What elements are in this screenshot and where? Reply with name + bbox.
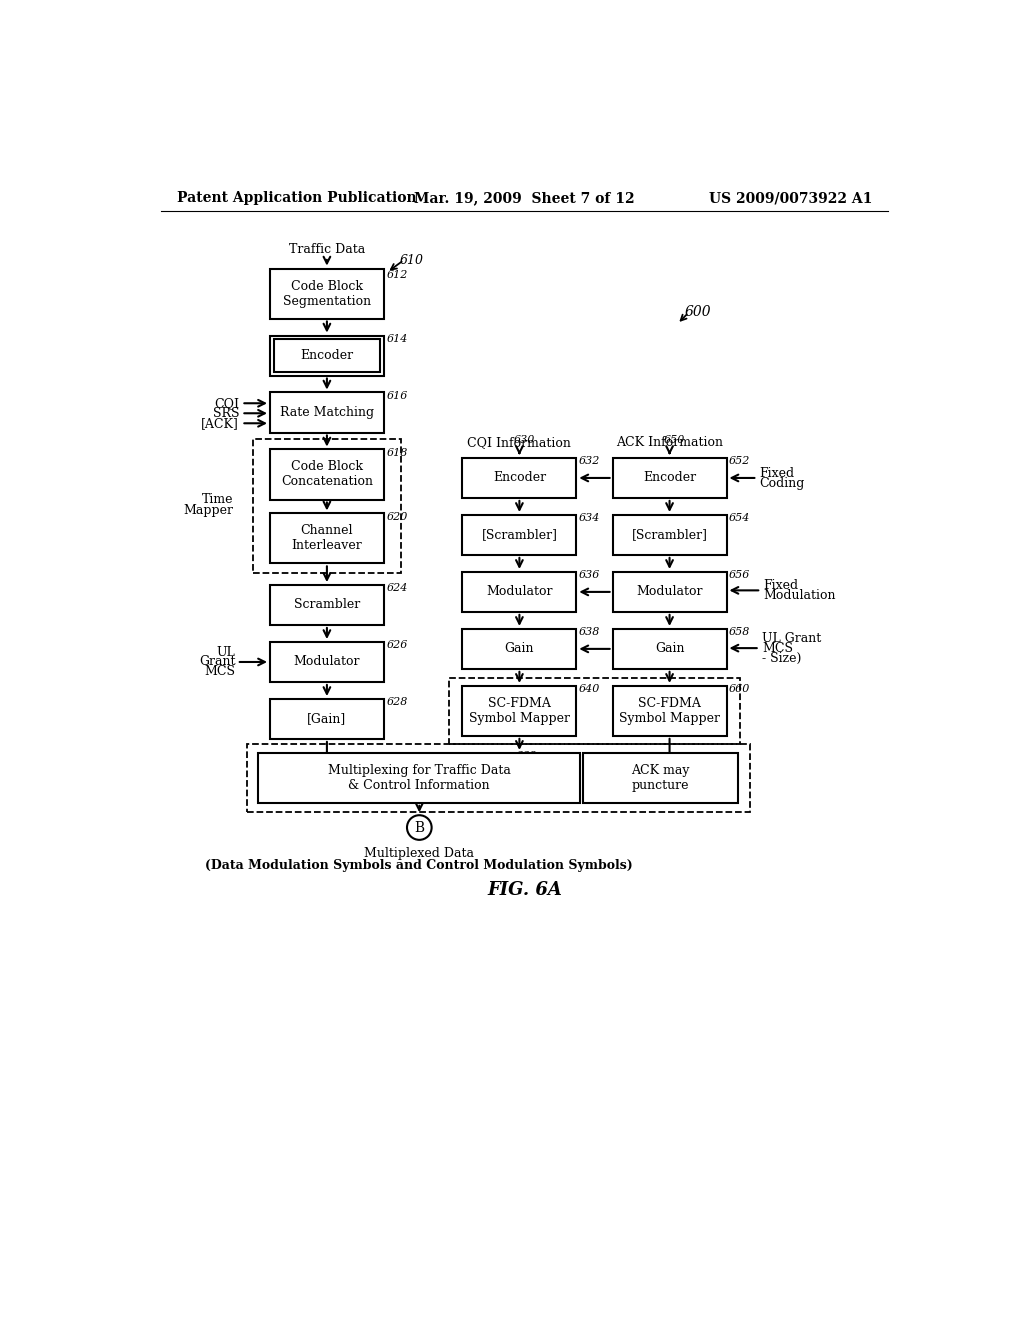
Text: Multiplexing for Traffic Data
& Control Information: Multiplexing for Traffic Data & Control …: [328, 764, 511, 792]
Text: 656: 656: [729, 570, 751, 581]
Bar: [270, 513, 384, 564]
Text: Modulation: Modulation: [764, 589, 836, 602]
Text: Traffic Data: Traffic Data: [289, 243, 365, 256]
Bar: [463, 458, 577, 498]
Text: (Data Modulation Symbols and Control Modulation Symbols): (Data Modulation Symbols and Control Mod…: [206, 859, 633, 871]
Text: 628: 628: [386, 697, 408, 708]
Text: [Scrambler]: [Scrambler]: [632, 528, 708, 541]
Text: MCS: MCS: [762, 642, 793, 655]
Text: 630: 630: [513, 434, 535, 445]
Text: ACK Information: ACK Information: [616, 436, 723, 449]
Text: SC-FDMA
Symbol Mapper: SC-FDMA Symbol Mapper: [469, 697, 570, 725]
Text: Gain: Gain: [505, 643, 535, 656]
Text: 626: 626: [386, 640, 408, 651]
Text: Grant: Grant: [199, 656, 236, 668]
Text: [Gain]: [Gain]: [307, 713, 346, 726]
Text: Channel
Interleaver: Channel Interleaver: [292, 524, 362, 552]
Text: 620: 620: [386, 512, 408, 521]
Text: Modulator: Modulator: [636, 585, 702, 598]
Text: [ACK]: [ACK]: [202, 417, 240, 430]
Text: Modulator: Modulator: [486, 585, 553, 598]
Text: ACK may
puncture: ACK may puncture: [631, 764, 689, 792]
Text: 652: 652: [729, 457, 751, 466]
Text: Coding: Coding: [760, 477, 805, 490]
Text: 600: 600: [685, 305, 712, 319]
Bar: [270, 700, 384, 739]
Text: Rate Matching: Rate Matching: [280, 407, 374, 418]
Text: Multiplexed Data: Multiplexed Data: [365, 847, 474, 861]
Text: 632: 632: [579, 457, 600, 466]
Text: 634: 634: [579, 513, 600, 523]
Text: [Scrambler]: [Scrambler]: [481, 528, 557, 541]
Bar: [247, 743, 750, 812]
Text: SC-FDMA
Symbol Mapper: SC-FDMA Symbol Mapper: [620, 697, 720, 725]
Bar: [463, 686, 577, 737]
Text: B: B: [415, 821, 424, 834]
Bar: [270, 585, 384, 626]
Text: FIG. 6A: FIG. 6A: [487, 880, 562, 899]
Text: 614: 614: [386, 334, 408, 345]
Bar: [270, 642, 384, 682]
Text: Encoder: Encoder: [493, 471, 546, 484]
Text: Encoder: Encoder: [300, 348, 353, 362]
Text: Fixed: Fixed: [760, 467, 795, 480]
Bar: [449, 678, 740, 743]
Text: Scrambler: Scrambler: [294, 598, 360, 611]
Text: Mar. 19, 2009  Sheet 7 of 12: Mar. 19, 2009 Sheet 7 of 12: [415, 191, 635, 206]
Text: Modulator: Modulator: [294, 656, 360, 668]
Text: CQI: CQI: [214, 397, 240, 409]
Bar: [612, 458, 727, 498]
Bar: [612, 686, 727, 737]
Bar: [612, 628, 727, 669]
Text: 668: 668: [515, 751, 537, 762]
Text: 638: 638: [579, 627, 600, 638]
Bar: [612, 515, 727, 554]
Bar: [253, 438, 400, 573]
Bar: [583, 752, 738, 803]
Text: MCS: MCS: [204, 665, 236, 677]
Bar: [463, 628, 577, 669]
Text: Gain: Gain: [654, 643, 684, 656]
Text: - Size): - Size): [762, 652, 802, 665]
Text: 660: 660: [729, 684, 751, 694]
Text: UL: UL: [216, 647, 236, 659]
Text: 658: 658: [729, 627, 751, 638]
Text: Patent Application Publication: Patent Application Publication: [177, 191, 417, 206]
Text: Mapper: Mapper: [183, 504, 233, 517]
Text: Code Block
Segmentation: Code Block Segmentation: [283, 280, 371, 308]
Bar: [270, 449, 384, 499]
Text: UL Grant: UL Grant: [762, 631, 821, 644]
Text: 610: 610: [400, 253, 424, 267]
Bar: [612, 572, 727, 612]
Text: Code Block
Concatenation: Code Block Concatenation: [281, 461, 373, 488]
Text: 618: 618: [386, 447, 408, 458]
Text: CQI Information: CQI Information: [468, 436, 571, 449]
Text: 654: 654: [729, 513, 751, 523]
Text: Time: Time: [203, 492, 233, 506]
Bar: [270, 335, 384, 376]
Bar: [463, 572, 577, 612]
Bar: [463, 515, 577, 554]
Text: 636: 636: [579, 570, 600, 581]
Text: 650: 650: [664, 434, 685, 445]
Text: Fixed: Fixed: [764, 579, 799, 593]
Text: Encoder: Encoder: [643, 471, 696, 484]
Text: SRS: SRS: [213, 407, 240, 420]
Bar: [270, 392, 384, 433]
Bar: [273, 339, 380, 372]
Bar: [270, 268, 384, 318]
Text: US 2009/0073922 A1: US 2009/0073922 A1: [710, 191, 872, 206]
Text: 624: 624: [386, 583, 408, 594]
Bar: [258, 752, 581, 803]
Text: 640: 640: [579, 684, 600, 694]
Text: 616: 616: [386, 391, 408, 401]
Text: 612: 612: [386, 271, 408, 280]
